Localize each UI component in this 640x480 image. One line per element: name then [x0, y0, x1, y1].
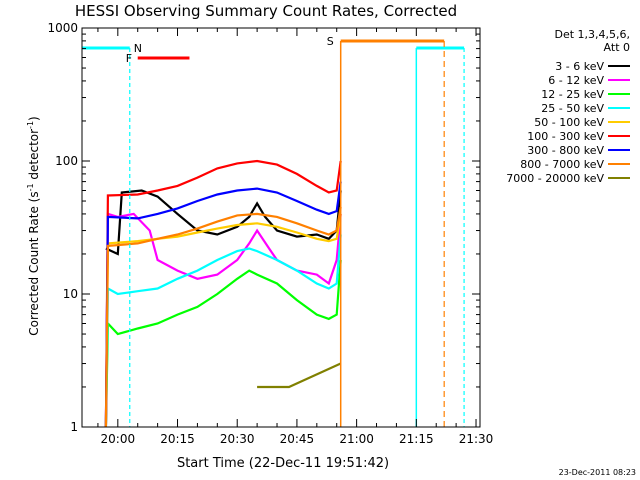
legend-label-2: 12 - 25 keV	[541, 88, 604, 101]
x-tick-label: 20:15	[160, 432, 195, 446]
series-line-6	[104, 181, 342, 427]
x-tick-label: 21:15	[399, 432, 434, 446]
x-tick-label: 21:00	[339, 432, 374, 446]
plot-flags: NF S	[82, 35, 465, 427]
y-tick-label: 1000	[47, 21, 78, 35]
legend-label-6: 300 - 800 keV	[527, 144, 604, 157]
legend-label-5: 100 - 300 keV	[527, 130, 604, 143]
chart-title: HESSI Observing Summary Count Rates, Cor…	[75, 2, 457, 20]
y-axis-label-mid: detector	[27, 129, 41, 184]
plot-frame	[81, 27, 481, 428]
y-tick-label: 1	[70, 420, 78, 434]
y-axis-label-sup1: -1	[26, 183, 35, 191]
legend-label-7: 800 - 7000 keV	[520, 158, 604, 171]
legend-label-1: 6 - 12 keV	[548, 74, 604, 87]
legend-label-3: 25 - 50 keV	[541, 102, 604, 115]
x-axis-label: Start Time (22-Dec-11 19:51:42)	[177, 456, 389, 471]
y-axis-label-sup2: -1	[26, 121, 35, 129]
series-line-8	[257, 362, 342, 389]
plot-series	[104, 159, 342, 427]
footer-timestamp: 23-Dec-2011 08:23	[559, 468, 636, 477]
legend-label-0: 3 - 6 keV	[555, 60, 604, 73]
s-flag-label: S	[327, 35, 334, 48]
series-line-5	[104, 159, 342, 427]
series-line-7	[104, 206, 342, 427]
legend-label-4: 50 - 100 keV	[534, 116, 604, 129]
legend-label-8: 7000 - 20000 keV	[506, 172, 604, 185]
y-axis-label-main: Corrected Count Rate (s	[27, 191, 41, 335]
y-tick-label: 10	[63, 287, 78, 301]
y-axis-label: Corrected Count Rate (s-1 detector-1)	[26, 116, 41, 335]
tick-labels: 20:00 20:15 20:30 20:45 21:00 21:15 21:30 1 10 10…	[47, 21, 493, 446]
series-line-1	[104, 212, 342, 427]
series-line-3	[104, 234, 342, 427]
legend-header-line-2: Att 0	[604, 41, 630, 54]
x-tick-label: 20:30	[220, 432, 255, 446]
series-line-0	[105, 189, 342, 256]
series-line-4	[104, 213, 342, 427]
y-tick-label: 100	[55, 154, 78, 168]
f-flag-label: F	[126, 52, 132, 65]
x-tick-label: 20:00	[101, 432, 136, 446]
x-tick-label: 21:30	[459, 432, 494, 446]
y-axis-label-end: )	[27, 116, 41, 121]
n-flag-label: N	[134, 42, 142, 55]
x-tick-label: 20:45	[280, 432, 315, 446]
plot-frame-border	[81, 27, 481, 428]
legend-header-line-1: Det 1,3,4,5,6,	[554, 28, 630, 41]
series-line-2	[104, 259, 342, 427]
